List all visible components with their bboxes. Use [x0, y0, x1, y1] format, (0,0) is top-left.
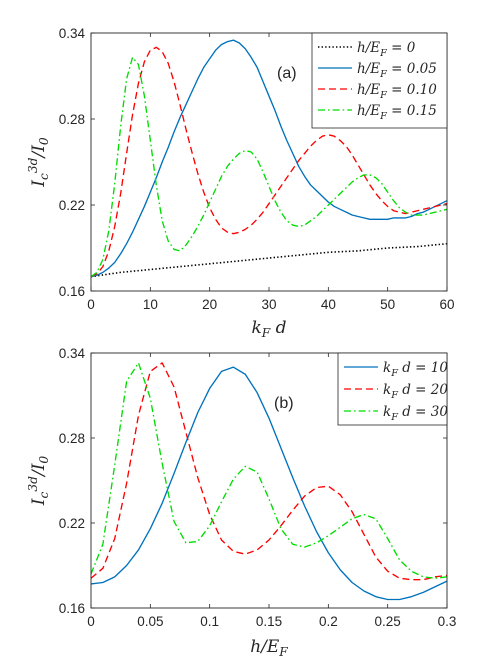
legend-box [311, 32, 448, 129]
y-tick-label: 0.16 [59, 601, 85, 616]
y-tick-label: 0.34 [59, 346, 86, 361]
x-tick-label: 0.05 [137, 614, 163, 629]
legend: h/EF = 0 h/EF = 0.05 h/EF = 0.10 h/EF = 0.1… [311, 32, 448, 129]
x-tick-label: 0.25 [375, 614, 401, 629]
legend-entry: h/EF = 0.10 [357, 82, 437, 101]
y-tick-label: 0.22 [59, 516, 85, 531]
x-tick-label: 0.2 [319, 614, 338, 629]
legend-entry: kF d = 30 [383, 404, 448, 423]
y-axis-label: Ic3d/I0 [26, 137, 51, 188]
x-tick-label: 0 [87, 614, 95, 629]
panel-label: (b) [274, 395, 294, 412]
series-line-3 [90, 362, 448, 579]
x-tick-label: 20 [202, 297, 217, 312]
x-tick-label: 0.1 [200, 614, 219, 629]
x-axis-label: kF d [251, 318, 286, 340]
y-tick-label: 0.16 [59, 284, 85, 299]
x-tick-label: 10 [143, 297, 158, 312]
legend-entry: h/EF = 0 [357, 40, 416, 59]
legend-entry: h/EF = 0.15 [357, 103, 437, 122]
x-axis-label: h/EF [250, 637, 288, 659]
panel-label: (a) [277, 65, 297, 82]
series-line-2 [90, 39, 448, 278]
legend-entry: kF d = 20 [383, 382, 448, 401]
series-line-4 [90, 56, 448, 278]
series-line-3 [90, 46, 448, 278]
legend-entry: h/EF = 0.05 [357, 61, 437, 80]
x-tick-label: 0.3 [438, 614, 457, 629]
series-line-1 [90, 366, 448, 601]
chart-panel-b: 0 0.05 0.1 0.15 0.2 0.25 0.3 0.16 0.22 0.28 0.34 (… [26, 346, 456, 659]
x-tick-label: 0.15 [256, 614, 282, 629]
x-tick-label: 50 [380, 297, 395, 312]
legend-entry: kF d = 10 [383, 360, 448, 379]
y-tick-label: 0.22 [59, 198, 85, 213]
y-tick-label: 0.28 [59, 112, 85, 127]
y-tick-label: 0.28 [59, 431, 85, 446]
x-tick-label: 0 [87, 297, 95, 312]
y-axis-label: Ic3d/I0 [26, 456, 51, 507]
legend: kF d = 10 kF d = 20 kF d = 30 [337, 352, 448, 426]
y-tick-label: 0.34 [59, 26, 86, 41]
x-tick-label: 60 [439, 297, 454, 312]
x-tick-label: 40 [321, 297, 336, 312]
series-line-2 [90, 362, 448, 581]
chart-panel-a: 0 10 20 30 40 50 60 0.16 0.22 0.28 0.34 (a) kF d I… [26, 26, 455, 340]
x-tick-label: 30 [261, 297, 276, 312]
